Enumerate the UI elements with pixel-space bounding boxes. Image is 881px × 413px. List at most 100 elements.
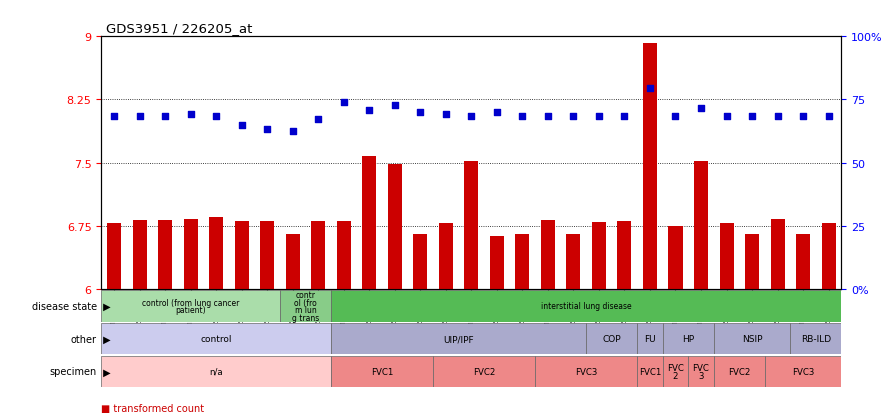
Point	[362, 108, 376, 114]
Bar	[592, 223, 606, 289]
Bar	[663, 323, 714, 354]
Bar	[183, 219, 197, 289]
Text: FVC2: FVC2	[728, 367, 751, 376]
Bar	[694, 161, 708, 289]
Bar	[439, 223, 453, 289]
Text: ■ transformed count: ■ transformed count	[101, 404, 204, 413]
Bar	[714, 323, 790, 354]
Text: FVC3: FVC3	[575, 367, 597, 376]
Bar	[331, 291, 841, 322]
Bar	[515, 235, 529, 289]
Bar	[790, 323, 841, 354]
Point	[464, 114, 478, 120]
Point	[337, 100, 351, 106]
Bar	[669, 226, 683, 289]
Bar	[101, 356, 331, 387]
Bar	[566, 235, 581, 289]
Bar	[714, 356, 765, 387]
Point	[158, 114, 172, 120]
Bar	[331, 323, 586, 354]
Point	[669, 114, 683, 120]
Bar	[796, 235, 811, 289]
Point	[260, 126, 274, 133]
Bar	[433, 356, 535, 387]
Bar	[663, 356, 688, 387]
Bar	[765, 356, 841, 387]
Text: ▶: ▶	[100, 366, 111, 377]
Bar	[720, 223, 734, 289]
Bar	[331, 356, 433, 387]
Point	[107, 114, 121, 120]
Point	[234, 122, 248, 128]
Text: contr
ol (fro
m lun
g trans: contr ol (fro m lun g trans	[292, 290, 319, 323]
Bar	[541, 220, 555, 289]
Text: FVC1: FVC1	[639, 367, 661, 376]
Text: ▶: ▶	[100, 301, 111, 311]
Point	[771, 114, 785, 120]
Point	[822, 114, 836, 120]
Point	[694, 105, 708, 112]
Bar	[311, 222, 325, 289]
Point	[285, 128, 300, 135]
Bar	[101, 291, 280, 322]
Bar	[413, 235, 427, 289]
Text: FVC
3: FVC 3	[692, 363, 709, 380]
Text: interstitial lung disease: interstitial lung disease	[541, 302, 632, 311]
Text: disease state: disease state	[32, 301, 97, 311]
Point	[566, 114, 581, 120]
Bar	[362, 157, 376, 289]
Bar	[745, 235, 759, 289]
Bar	[464, 161, 478, 289]
Point	[311, 116, 325, 123]
Point	[388, 103, 402, 109]
Text: COP: COP	[603, 335, 621, 343]
Point	[720, 114, 734, 120]
Point	[209, 114, 223, 120]
Text: other: other	[70, 334, 97, 344]
Text: specimen: specimen	[49, 366, 97, 377]
Text: FVC2: FVC2	[473, 367, 495, 376]
Bar	[101, 323, 331, 354]
Point	[515, 114, 529, 120]
Bar	[822, 223, 835, 289]
Bar	[586, 323, 637, 354]
Text: ▶: ▶	[100, 334, 111, 344]
Point	[490, 109, 504, 116]
Bar	[771, 219, 785, 289]
Text: FVC3: FVC3	[792, 367, 814, 376]
Text: RB-ILD: RB-ILD	[801, 335, 831, 343]
Bar	[637, 356, 663, 387]
Text: FVC1: FVC1	[371, 367, 393, 376]
Bar	[132, 220, 146, 289]
Text: control (from lung cancer
patient): control (from lung cancer patient)	[142, 298, 240, 315]
Point	[413, 109, 427, 116]
Text: NSIP: NSIP	[742, 335, 762, 343]
Bar	[618, 222, 632, 289]
Point	[643, 86, 657, 93]
Bar	[337, 222, 351, 289]
Bar	[209, 218, 223, 289]
Text: FU: FU	[644, 335, 655, 343]
Bar	[280, 291, 331, 322]
Point	[618, 114, 632, 120]
Bar	[490, 236, 504, 289]
Bar	[107, 223, 121, 289]
Text: control: control	[200, 335, 232, 343]
Bar	[158, 220, 172, 289]
Bar	[535, 356, 637, 387]
Point	[796, 114, 811, 120]
Point	[132, 114, 146, 120]
Text: n/a: n/a	[210, 367, 223, 376]
Bar	[688, 356, 714, 387]
Text: HP: HP	[682, 335, 694, 343]
Bar	[643, 44, 657, 289]
Point	[183, 111, 197, 118]
Text: FVC
2: FVC 2	[667, 363, 684, 380]
Text: GDS3951 / 226205_at: GDS3951 / 226205_at	[106, 22, 252, 35]
Point	[745, 114, 759, 120]
Bar	[388, 165, 402, 289]
Point	[541, 114, 555, 120]
Bar	[260, 222, 274, 289]
Bar	[285, 235, 300, 289]
Point	[592, 114, 606, 120]
